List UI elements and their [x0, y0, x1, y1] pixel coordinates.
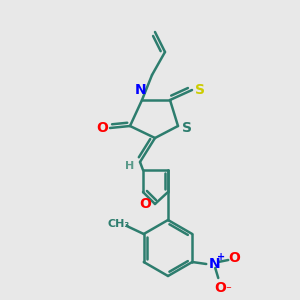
Text: O: O	[228, 251, 240, 265]
Text: O: O	[139, 197, 151, 211]
Text: O: O	[214, 281, 226, 295]
Text: N: N	[135, 83, 147, 97]
Text: S: S	[195, 83, 205, 97]
Text: CH₃: CH₃	[108, 219, 130, 229]
Text: S: S	[182, 121, 192, 135]
Text: +: +	[217, 252, 225, 262]
Text: H: H	[125, 161, 135, 171]
Text: ⁻: ⁻	[225, 285, 231, 295]
Text: O: O	[96, 121, 108, 135]
Text: N: N	[208, 257, 220, 271]
